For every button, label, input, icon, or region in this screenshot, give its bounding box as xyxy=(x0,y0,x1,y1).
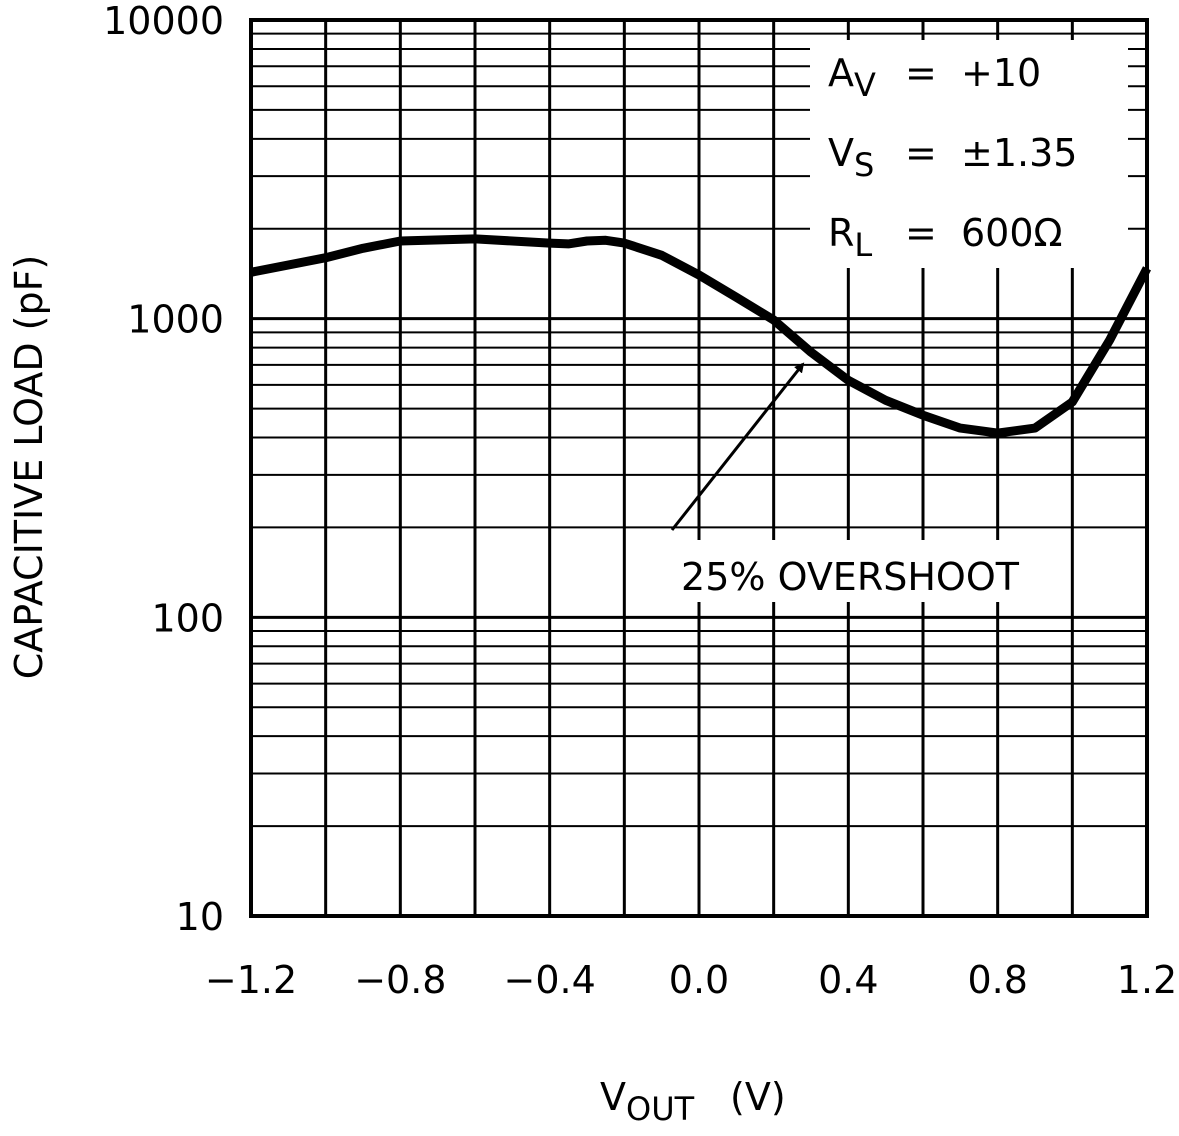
y-tick-label: 1000 xyxy=(127,298,224,342)
symbol: A xyxy=(828,51,854,95)
symbol: R xyxy=(828,211,854,255)
condition-value: = ±1.35 xyxy=(905,131,1077,175)
y-tick-label: 100 xyxy=(151,596,224,640)
subscript: S xyxy=(854,146,874,184)
y-tick-label: 10000 xyxy=(103,0,224,43)
symbol: V xyxy=(600,1075,626,1119)
x-tick-label: −0.8 xyxy=(354,958,446,1002)
x-tick-label: 0.4 xyxy=(818,958,878,1002)
subscript: V xyxy=(854,66,876,104)
x-tick-label: −1.2 xyxy=(205,958,297,1002)
plot xyxy=(250,234,1151,438)
condition: RL xyxy=(828,211,872,264)
x-tick-label: 1.2 xyxy=(1117,958,1177,1002)
annotation: 25% OVERSHOOT xyxy=(681,555,1020,599)
subscript: OUT xyxy=(626,1090,695,1128)
y-axis-label: CAPACITIVE LOAD (pF) xyxy=(7,255,51,680)
data-line xyxy=(250,234,1151,438)
legend-box xyxy=(810,40,1128,268)
annotation-box xyxy=(640,540,1055,602)
annotation-arrow xyxy=(670,362,805,531)
condition-value: = 600Ω xyxy=(905,211,1063,255)
symbol: V xyxy=(828,131,854,175)
x-axis-unit: (V) xyxy=(730,1075,786,1119)
subscript: L xyxy=(854,226,872,264)
plot-frame xyxy=(249,18,1149,918)
condition: VS xyxy=(828,131,874,184)
condition-value: = +10 xyxy=(905,51,1041,95)
condition: AV xyxy=(828,51,876,104)
y-tick-label: 10 xyxy=(176,895,224,939)
x-tick-label: 0.8 xyxy=(967,958,1027,1002)
x-tick-label: −0.4 xyxy=(504,958,596,1002)
x-axis-label: VOUT xyxy=(600,1075,695,1128)
x-tick-label: 0.0 xyxy=(669,958,729,1002)
